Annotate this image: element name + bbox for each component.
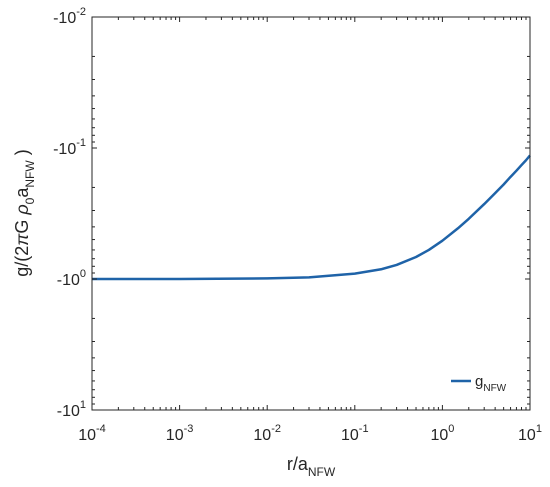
x-tick-label: 10-1 [341,423,369,444]
axis-ticks: 10-4 10-3 10-2 10-1 100 101 -10-2 -10-1 -100 -101 [53,6,542,444]
legend: gNFW [451,373,507,394]
y-tick-label: -101 [57,399,86,420]
y-tick-label: -10-2 [53,6,86,27]
y-tick-label: -100 [57,268,86,289]
x-axis-label: r/aNFW [287,454,336,479]
x-tick-label: 101 [518,423,542,444]
x-tick-label: 10-3 [166,423,194,444]
series-line-gnfw [91,154,531,281]
x-tick-label: 100 [430,423,454,444]
x-tick-label: 10-2 [253,423,281,444]
y-axis-label: g/(2πG ρ0aNFW ) [12,149,37,276]
x-tick-label: 10-4 [78,423,106,444]
legend-label: gNFW [475,373,507,394]
y-tick-label: -10-1 [53,137,86,158]
plot-background [92,17,530,410]
chart-marks [91,154,531,281]
plot-frame [91,16,531,411]
